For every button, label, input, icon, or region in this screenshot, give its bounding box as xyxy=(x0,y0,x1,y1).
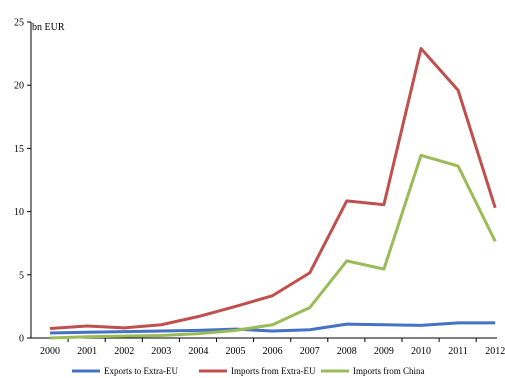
series-line xyxy=(49,47,497,331)
series-imports-from-china xyxy=(49,153,497,340)
y-axis: 0 5 10 15 20 25 xyxy=(14,18,32,345)
x-tick-label: 2005 xyxy=(226,346,246,357)
y-tick-label: 20 xyxy=(14,81,24,92)
series-line xyxy=(49,153,497,340)
series-layer xyxy=(49,47,497,340)
legend-label: Exports to Extra-EU xyxy=(104,366,178,376)
y-tick-label: 25 xyxy=(14,18,24,29)
y-tick-label: 15 xyxy=(14,144,24,155)
legend: Exports to Extra-EU Imports from Extra-EU… xyxy=(72,366,425,376)
x-tick-label: 2007 xyxy=(300,346,320,357)
y-tick-label: 10 xyxy=(14,207,24,218)
series-imports-from-extra-eu xyxy=(49,47,497,331)
x-tick-label: 2011 xyxy=(448,346,468,357)
x-tick-label: 2000 xyxy=(40,346,60,357)
x-tick-label: 2004 xyxy=(188,346,208,357)
x-tick-label: 2001 xyxy=(77,346,97,357)
x-tick-label: 2002 xyxy=(114,346,134,357)
y-tick-label: 5 xyxy=(19,270,24,281)
legend-label: Imports from Extra-EU xyxy=(231,366,316,376)
legend-label: Imports from China xyxy=(353,366,425,376)
x-tick-label: 2012 xyxy=(485,346,505,357)
x-tick-label: 2009 xyxy=(374,346,394,357)
x-axis: 2000 2001 2002 2003 2004 2005 2006 2007 2008 2009… xyxy=(31,337,505,357)
y-tick-label: 0 xyxy=(19,334,24,345)
x-tick-label: 2006 xyxy=(263,346,283,357)
x-tick-label: 2003 xyxy=(151,346,171,357)
x-tick-label: 2008 xyxy=(337,346,357,357)
y-axis-unit-label: bn EUR xyxy=(32,22,65,33)
x-tick-label: 2010 xyxy=(411,346,431,357)
